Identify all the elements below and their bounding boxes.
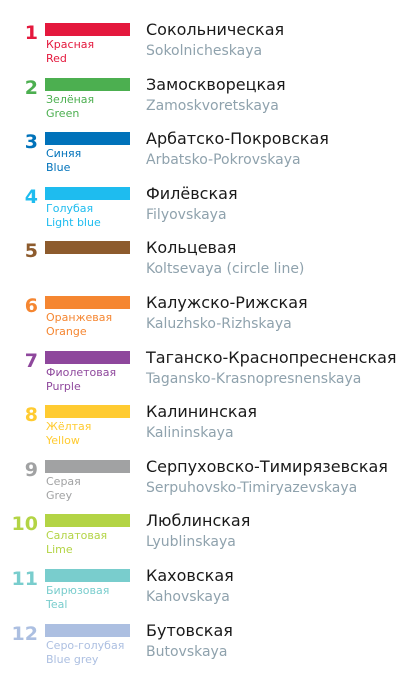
color-name-english: Blue bbox=[46, 161, 71, 175]
line-number: 2 bbox=[24, 76, 38, 99]
line-name-russian: Калининская bbox=[146, 402, 257, 422]
metro-line-row: 5 Кольцевая Koltsevaya (circle line) bbox=[0, 238, 410, 295]
line-number: 7 bbox=[24, 349, 38, 372]
color-name-english: Blue grey bbox=[46, 652, 99, 666]
line-number: 8 bbox=[24, 404, 38, 427]
metro-line-row: 6 Оранжевая Orange Калужско-Рижская Kaluzhsk… bbox=[0, 293, 410, 350]
color-name-russian: Зелёная bbox=[46, 92, 95, 106]
line-name-english: Sokolnicheskaya bbox=[146, 43, 263, 59]
color-name-english: Yellow bbox=[46, 434, 80, 448]
color-name-russian: Красная bbox=[46, 38, 95, 51]
line-number: 4 bbox=[24, 185, 38, 208]
line-name-english: Filyovskaya bbox=[146, 206, 227, 223]
line-number: 1 bbox=[24, 22, 38, 44]
color-name-english: Teal bbox=[46, 598, 68, 611]
color-name-russian: Жёлтая bbox=[46, 420, 92, 434]
color-name-english: Purple bbox=[46, 379, 81, 393]
line-number: 10 bbox=[11, 513, 38, 536]
color-name-russian: Серо-голубая bbox=[46, 638, 125, 652]
line-name-english: Kalininskaya bbox=[146, 425, 234, 442]
line-name-russian: Серпуховско-Тимирязевская bbox=[146, 456, 388, 476]
color-name-russian: Салатовая bbox=[46, 529, 108, 543]
color-name-english: Orange bbox=[46, 325, 87, 338]
line-number: 5 bbox=[24, 240, 38, 263]
line-name-russian: Замоскворецкая bbox=[146, 74, 286, 94]
line-name-russian: Арбатско-Покровская bbox=[146, 129, 329, 149]
metro-line-row: 4 Голубая Light blue Филёвская Filyovskaya bbox=[0, 183, 410, 241]
color-name-russian: Синяя bbox=[46, 147, 82, 161]
line-name-russian: Каховская bbox=[146, 566, 234, 585]
metro-line-row: 8 Жёлтая Yellow Калининская Kalininskaya bbox=[0, 402, 410, 459]
metro-line-row: 7 Фиолетовая Purple Таганско-Краснопресненс… bbox=[0, 347, 410, 405]
line-color-swatch bbox=[45, 241, 130, 255]
line-color-swatch bbox=[45, 514, 130, 528]
line-name-english: Koltsevaya (circle line) bbox=[146, 261, 305, 278]
line-name-english: Butovskaya bbox=[146, 643, 228, 660]
line-name-english: Kahovskaya bbox=[146, 589, 230, 605]
line-number: 3 bbox=[24, 131, 38, 154]
line-color-swatch bbox=[45, 296, 130, 309]
line-color-swatch bbox=[45, 77, 130, 91]
metro-line-row: 1 Красная Red Сокольническая Sokolnicheskaya bbox=[0, 20, 410, 77]
line-name-russian: Калужско-Рижская bbox=[146, 293, 308, 312]
line-number: 9 bbox=[24, 458, 38, 481]
line-name-english: Kaluzhsko-Rizhskaya bbox=[146, 316, 292, 332]
color-name-english: Grey bbox=[46, 488, 73, 502]
line-color-swatch bbox=[45, 623, 130, 637]
color-name-english: Lime bbox=[46, 543, 73, 557]
line-name-russian: Филёвская bbox=[146, 183, 238, 203]
metro-line-row: 3 Синяя Blue Арбатско-Покровская Arbatsko-Po… bbox=[0, 129, 410, 186]
metro-line-row: 2 Зелёная Green Замоскворецкая Zamoskvoretsk… bbox=[0, 74, 410, 132]
line-name-russian: Люблинская bbox=[146, 511, 251, 531]
line-name-english: Lyublinskaya bbox=[146, 534, 236, 551]
line-color-swatch bbox=[45, 23, 130, 36]
color-name-russian: Голубая bbox=[46, 201, 94, 215]
line-color-swatch bbox=[45, 405, 130, 419]
color-name-russian: Бирюзовая bbox=[46, 584, 110, 597]
color-name-english: Green bbox=[46, 106, 80, 120]
line-name-english: Serpuhovsko-Timiryazevskaya bbox=[146, 479, 358, 496]
line-color-swatch bbox=[45, 132, 130, 146]
line-color-swatch bbox=[45, 186, 130, 200]
line-name-russian: Бутовская bbox=[146, 620, 233, 640]
color-name-russian: Серая bbox=[46, 474, 81, 488]
color-name-russian: Оранжевая bbox=[46, 311, 113, 324]
color-name-russian: Фиолетовая bbox=[46, 365, 117, 379]
metro-line-row: 12 Серо-голубая Blue grey Бутовская Butovska… bbox=[0, 620, 410, 678]
line-name-english: Arbatsko-Pokrovskaya bbox=[146, 152, 301, 169]
color-name-english: Red bbox=[46, 52, 67, 65]
line-color-swatch bbox=[45, 459, 130, 473]
line-color-swatch bbox=[45, 569, 130, 582]
line-number: 11 bbox=[11, 568, 38, 590]
line-name-russian: Сокольническая bbox=[146, 20, 285, 39]
line-number: 12 bbox=[11, 622, 38, 645]
metro-line-row: 11 Бирюзовая Teal Каховская Kahovskaya bbox=[0, 566, 410, 623]
line-name-russian: Кольцевая bbox=[146, 238, 237, 258]
color-name-english: Light blue bbox=[46, 215, 101, 229]
line-name-english: Tagansko-Krasnopresnenskaya bbox=[146, 370, 362, 387]
line-name-russian: Таганско-Краснопресненская bbox=[146, 347, 397, 367]
line-color-swatch bbox=[45, 350, 130, 364]
line-name-english: Zamoskvoretskaya bbox=[146, 97, 279, 114]
metro-line-row: 10 Салатовая Lime Люблинская Lyublinskaya bbox=[0, 511, 410, 568]
line-number: 6 bbox=[24, 295, 38, 317]
metro-line-row: 9 Серая Grey Серпуховско-Тимирязевская Serpu… bbox=[0, 456, 410, 514]
